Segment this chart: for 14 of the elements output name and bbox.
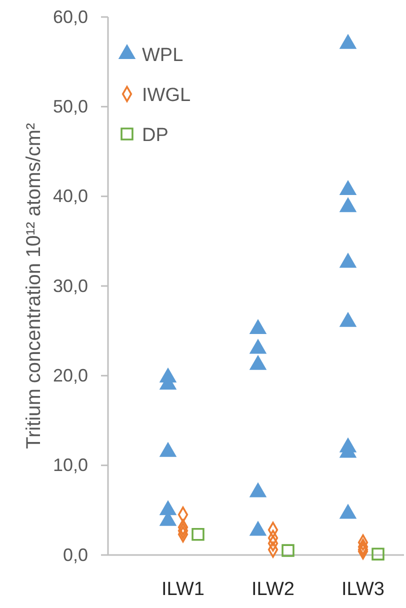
y-tick-label: 10,0	[52, 455, 88, 476]
y-tick-label: 50,0	[52, 96, 88, 116]
y-tick-label: 40,0	[52, 186, 88, 206]
y-tick-label: 30,0	[52, 276, 88, 296]
legend-label: DP	[142, 125, 168, 146]
x-tick-label: ILW1	[162, 579, 204, 600]
legend-label: WPL	[142, 45, 184, 66]
x-tick-label: ILW2	[252, 579, 294, 600]
y-tick-label: 60,0	[52, 6, 88, 27]
legend-label: IWGL	[142, 85, 191, 106]
y-axis-title: Tritium concentration 10¹² atoms/cm²	[23, 122, 45, 450]
x-tick-label: ILW3	[342, 579, 384, 600]
y-tick-label: 20,0	[52, 365, 88, 386]
y-tick-label: 0,0	[62, 544, 88, 565]
